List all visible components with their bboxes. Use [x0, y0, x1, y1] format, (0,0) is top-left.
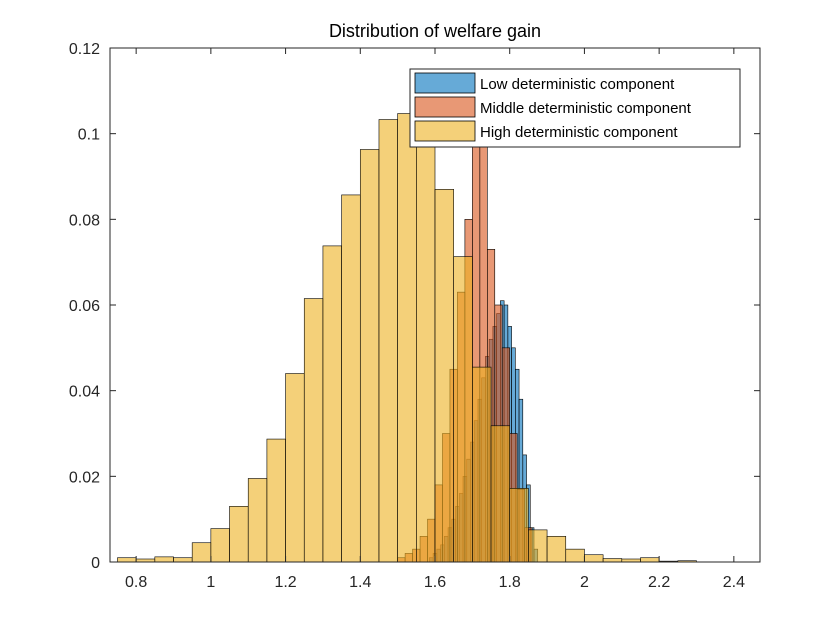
histogram-bar [565, 548, 585, 563]
y-tick-label: 0.08 [69, 212, 100, 229]
x-tick-label: 1.8 [499, 574, 521, 591]
legend: Low deterministic component Middle determ… [409, 68, 741, 148]
histogram-bars [117, 113, 697, 563]
histogram-bar [378, 119, 398, 563]
histogram-bar [546, 535, 567, 563]
x-tick-label: 1.6 [424, 574, 446, 591]
series-3-bars [117, 113, 697, 563]
x-tick-label: 2.2 [648, 574, 670, 591]
x-tick-label: 1.4 [349, 574, 371, 591]
x-tick-label: 1 [206, 574, 215, 591]
histogram-bar [210, 528, 230, 563]
histogram-bar [229, 506, 249, 563]
legend-swatch [414, 96, 476, 118]
legend-swatch [414, 120, 476, 142]
histogram-bar [397, 113, 417, 563]
y-tick-label: 0.1 [78, 127, 100, 144]
histogram-bar [341, 194, 361, 563]
legend-swatch [414, 72, 476, 94]
y-tick-label: 0.04 [69, 384, 100, 401]
legend-entry: Middle deterministic component [480, 100, 692, 117]
chart-title: Distribution of welfare gain [329, 21, 541, 41]
y-tick-label: 0.02 [69, 469, 100, 486]
histogram-bar [117, 557, 137, 563]
histogram-bar [584, 554, 604, 563]
x-tick-label: 2.4 [723, 574, 745, 591]
legend-entry: High deterministic component [480, 124, 678, 141]
histogram-bar [509, 488, 529, 563]
histogram-bar [285, 373, 305, 563]
histogram-bar [640, 557, 660, 563]
histogram-bar [191, 542, 212, 563]
histogram-bar [247, 478, 268, 563]
x-tick-label: 2 [580, 574, 589, 591]
x-tick-label: 0.8 [125, 574, 147, 591]
histogram-bar [303, 298, 324, 563]
y-axis-ticks: 0 0.02 0.04 0.06 0.08 0.1 0.12 [69, 41, 760, 572]
histogram-bar [453, 256, 473, 563]
histogram-bar [359, 149, 380, 563]
histogram-bar [266, 438, 286, 563]
y-tick-label: 0 [91, 555, 100, 572]
y-tick-label: 0.06 [69, 298, 100, 315]
histogram-bar [490, 425, 511, 563]
histogram-bar [434, 189, 454, 563]
histogram-bar [173, 557, 193, 563]
x-axis-ticks: 0.8 1 1.2 1.4 1.6 1.8 2 2.2 2.4 [125, 48, 745, 591]
x-tick-label: 1.2 [274, 574, 296, 591]
legend-entry: Low deterministic component [480, 76, 675, 93]
y-tick-label: 0.12 [69, 41, 100, 58]
histogram-bar [528, 529, 548, 563]
histogram-bar [154, 556, 174, 563]
histogram-bar [472, 366, 492, 563]
histogram-bar [322, 245, 342, 563]
histogram-bar [602, 558, 623, 563]
histogram-bar [416, 133, 436, 563]
